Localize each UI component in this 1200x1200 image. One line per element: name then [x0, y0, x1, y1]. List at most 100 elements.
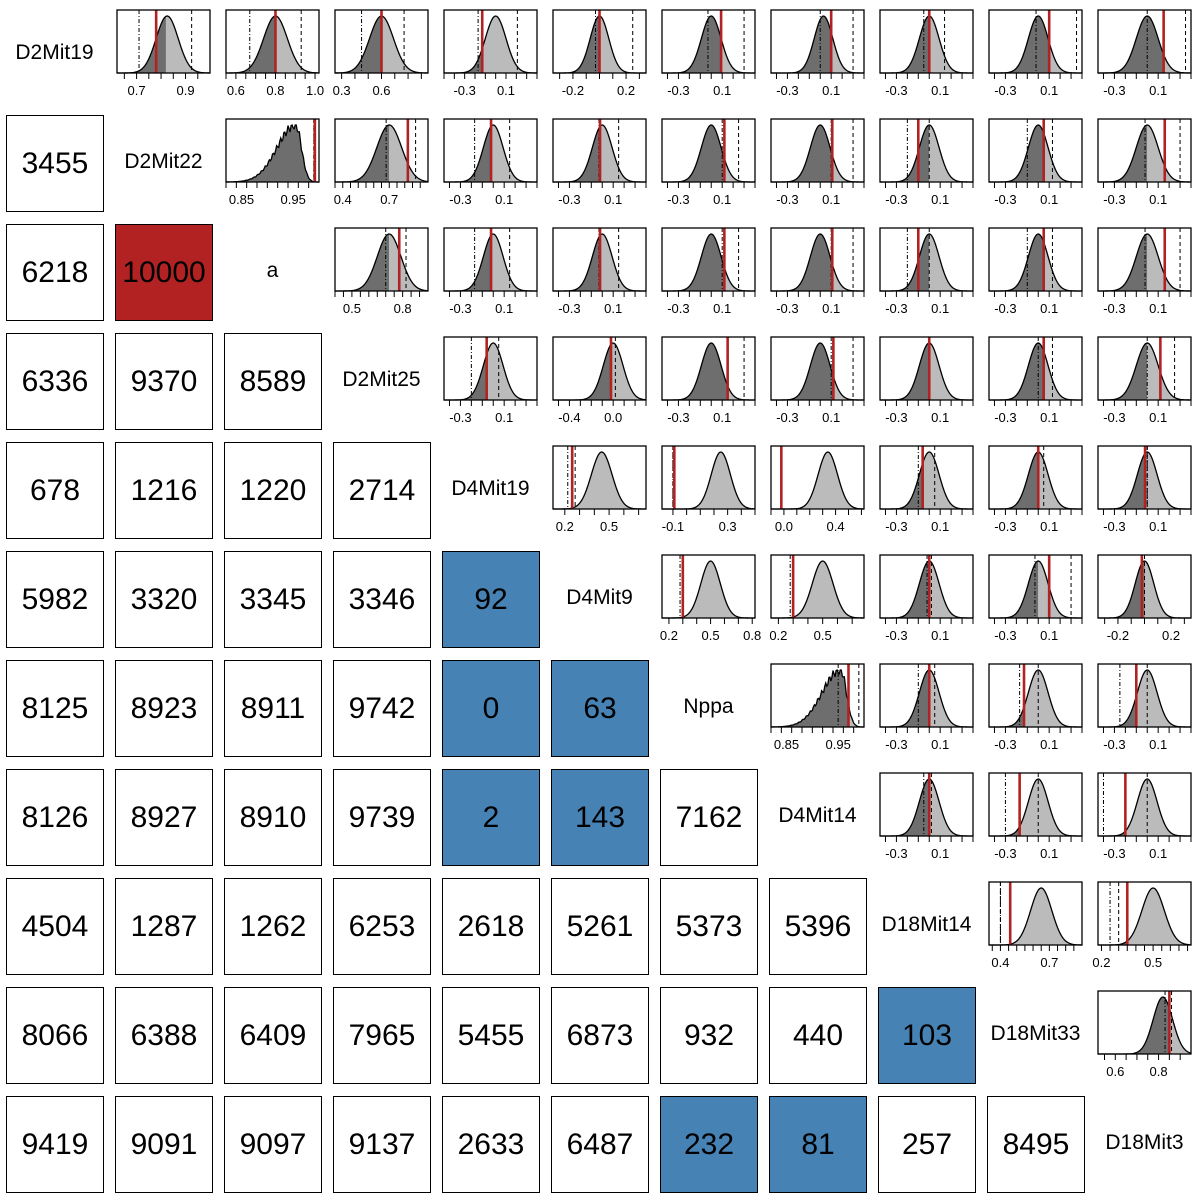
density-upper-area — [482, 16, 537, 73]
count-cell: 8495 — [981, 1090, 1090, 1199]
density-lower-area — [771, 343, 834, 400]
tick-label: 0.1 — [1149, 83, 1167, 98]
tick-label: -0.3 — [994, 83, 1016, 98]
tick-label: 0.1 — [931, 628, 949, 643]
count-value: 5373 — [660, 878, 758, 975]
tick-label: 0.1 — [713, 192, 731, 207]
tick-label: 0.1 — [1040, 301, 1058, 316]
count-value: 7162 — [660, 769, 758, 866]
density-plot: 0.6 0.8 1.0 — [225, 9, 324, 98]
density-cell: 0.85 0.95 — [218, 109, 327, 218]
variable-label: D2Mit25 — [327, 327, 436, 436]
density-upper-area — [389, 125, 428, 182]
count-value: 2714 — [333, 442, 431, 539]
plot-frame — [770, 663, 865, 728]
count-cell: 9137 — [327, 1090, 436, 1199]
density-cell: -0.3 0.1 — [436, 109, 545, 218]
count-value: 143 — [551, 769, 649, 866]
density-plot: -0.3 0.1 — [1097, 772, 1192, 861]
plot-frame — [552, 118, 647, 183]
tick-label: -0.3 — [776, 410, 798, 425]
count-cell: 2618 — [436, 872, 545, 981]
count-cell: 3345 — [218, 545, 327, 654]
count-value: 103 — [878, 987, 976, 1084]
plot-frame — [661, 9, 756, 74]
density-upper-area — [610, 343, 646, 400]
density-plot: -0.3 0.1 — [661, 9, 756, 98]
density-cell: 0.4 0.7 — [327, 109, 436, 218]
tick-label: 0.1 — [713, 83, 731, 98]
density-plot: 0.5 0.8 — [334, 227, 429, 316]
tick-label: 0.1 — [931, 410, 949, 425]
count-cell: 6336 — [0, 327, 109, 436]
plot-frame — [1097, 772, 1192, 837]
plot-frame — [334, 227, 429, 292]
density-lower-area — [662, 234, 725, 291]
density-cell: -0.1 0.3 — [654, 436, 763, 545]
count-cell: 7965 — [327, 981, 436, 1090]
plot-frame — [988, 118, 1083, 183]
tick-label: -0.3 — [449, 410, 471, 425]
tick-label: 0.1 — [495, 192, 513, 207]
density-plot: 0.6 0.8 — [1097, 990, 1192, 1079]
density-lower-area — [1098, 343, 1148, 400]
density-upper-area — [1163, 54, 1191, 73]
plot-frame — [1097, 227, 1192, 292]
tick-label: 0.85 — [774, 737, 799, 752]
tick-label: -0.3 — [885, 737, 907, 752]
tick-label: 0.5 — [343, 301, 361, 316]
plot-frame — [988, 445, 1083, 510]
tick-label: 0.3 — [719, 519, 737, 534]
tick-label: 0.1 — [822, 301, 840, 316]
count-cell: 1220 — [218, 436, 327, 545]
count-cell: 1287 — [109, 872, 218, 981]
tick-label: 0.2 — [660, 628, 678, 643]
count-cell: 9091 — [109, 1090, 218, 1199]
density-plot: -0.3 0.1 — [1097, 118, 1192, 207]
density-cell: -0.3 0.1 — [872, 327, 981, 436]
density-lower-area — [117, 16, 166, 73]
plot-frame — [988, 9, 1083, 74]
count-value: 63 — [551, 660, 649, 757]
density-lower-area — [989, 234, 1044, 291]
density-cell: 0.3 0.6 — [327, 0, 436, 109]
variable-label: D18Mit33 — [981, 981, 1090, 1090]
tick-label: 0.2 — [556, 519, 574, 534]
count-cell: 8066 — [0, 981, 109, 1090]
density-upper-area — [1024, 670, 1082, 727]
density-lower-area — [989, 16, 1050, 73]
density-cell: -0.3 0.1 — [872, 218, 981, 327]
count-value: 8126 — [6, 769, 104, 866]
tick-label: 0.2 — [769, 628, 787, 643]
variable-label-text: D18Mit14 — [881, 912, 972, 936]
plot-frame — [770, 336, 865, 401]
count-value: 232 — [660, 1096, 758, 1193]
count-cell: 6487 — [545, 1090, 654, 1199]
tick-label: 0.1 — [822, 192, 840, 207]
density-cell: -0.3 0.1 — [872, 654, 981, 763]
tick-label: 0.6 — [227, 83, 245, 98]
density-lower-area — [880, 561, 930, 618]
density-upper-area — [1144, 561, 1191, 618]
density-lower-area — [880, 779, 930, 836]
density-lower-area — [1098, 997, 1170, 1054]
tick-label: 0.1 — [1149, 737, 1167, 752]
density-upper-area — [682, 561, 755, 618]
density-plot: 0.85 0.95 — [770, 663, 865, 752]
count-value: 3455 — [6, 115, 104, 212]
density-plot: -0.3 0.1 — [988, 9, 1083, 98]
density-cell: -0.3 0.1 — [763, 327, 872, 436]
density-cell: 0.85 0.95 — [763, 654, 872, 763]
density-cell: -0.3 0.1 — [654, 109, 763, 218]
density-plot: -0.1 0.3 — [661, 445, 756, 534]
density-upper-area — [491, 125, 537, 182]
density-lower-area — [553, 235, 601, 291]
density-plot: 0.85 0.95 — [225, 118, 320, 207]
count-value: 9097 — [224, 1096, 322, 1193]
density-cell: 0.6 0.8 — [1090, 981, 1199, 1090]
plot-frame — [988, 772, 1083, 837]
count-cell: 8125 — [0, 654, 109, 763]
plot-frame — [879, 9, 974, 74]
tick-label: 0.5 — [814, 628, 832, 643]
count-cell: 103 — [872, 981, 981, 1090]
